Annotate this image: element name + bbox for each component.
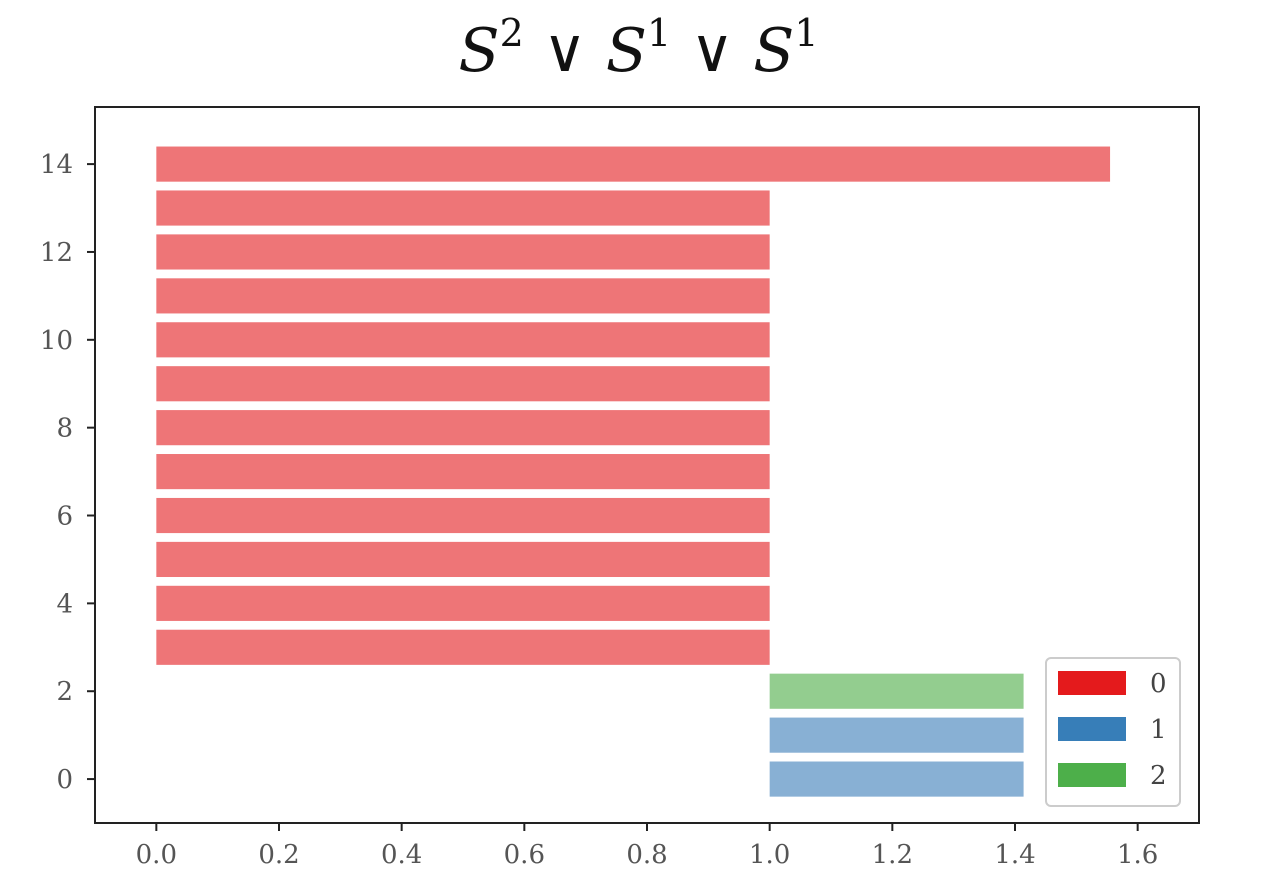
bar-4	[156, 585, 770, 621]
x-tick-label: 0.2	[258, 840, 299, 870]
x-axis: 0.0 0.2 0.4 0.6 0.8 1.0 1.2 1.4 1.6	[136, 823, 1158, 870]
bars-layer	[156, 146, 1111, 797]
y-tick-label: 8	[56, 414, 73, 444]
bar-0	[769, 761, 1024, 797]
y-tick-label: 10	[40, 326, 73, 356]
bar-14	[156, 146, 1111, 182]
bar-7	[156, 454, 770, 490]
bar-1	[769, 717, 1024, 753]
y-axis: 0 2 4 6 8 10 12 14	[40, 150, 95, 795]
legend-label: 0	[1150, 669, 1167, 699]
bar-11	[156, 278, 770, 314]
bar-3	[156, 629, 770, 665]
bar-12	[156, 234, 770, 270]
legend-swatch	[1058, 671, 1126, 695]
bar-9	[156, 366, 770, 402]
legend: 0 1 2	[1045, 657, 1181, 807]
x-tick-label: 0.0	[136, 840, 177, 870]
legend-label: 1	[1150, 715, 1167, 745]
x-tick-label: 0.6	[504, 840, 545, 870]
x-tick-label: 0.8	[626, 840, 667, 870]
bar-10	[156, 322, 770, 358]
y-tick-label: 4	[56, 589, 73, 619]
x-tick-label: 1.4	[994, 840, 1035, 870]
legend-swatch	[1058, 763, 1126, 787]
y-tick-label: 2	[56, 677, 73, 707]
y-tick-label: 12	[40, 238, 73, 268]
y-tick-label: 0	[56, 765, 73, 795]
y-tick-label: 6	[56, 502, 73, 532]
bar-8	[156, 410, 770, 446]
bar-5	[156, 541, 770, 578]
chart-title: S2 ∨ S1 ∨ S1	[458, 11, 819, 86]
bar-2	[769, 673, 1024, 709]
bar-6	[156, 497, 770, 534]
x-tick-label: 1.2	[872, 840, 913, 870]
x-tick-label: 0.4	[381, 840, 422, 870]
x-tick-label: 1.0	[749, 840, 790, 870]
legend-label: 2	[1150, 761, 1167, 791]
bar-13	[156, 190, 770, 226]
y-tick-label: 14	[40, 150, 73, 180]
x-tick-label: 1.6	[1117, 840, 1158, 870]
legend-swatch	[1058, 717, 1126, 741]
